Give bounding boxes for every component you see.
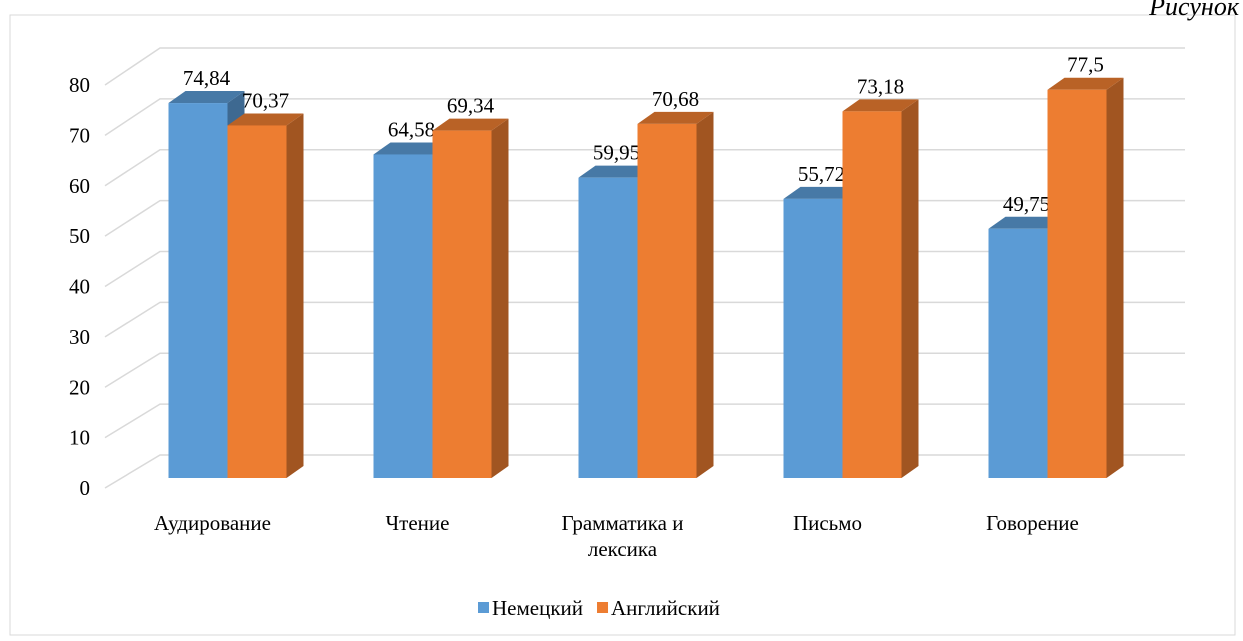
bar-side: [491, 118, 509, 478]
bar-top: [168, 91, 245, 104]
bar: [168, 103, 228, 478]
bar: [373, 154, 433, 478]
data-label: 69,34: [447, 94, 495, 118]
bar-top: [842, 99, 919, 112]
x-tick-label: Говорение: [986, 511, 1079, 535]
y-tick-label: 0: [80, 476, 91, 500]
bar: [783, 198, 843, 478]
grid-line: [104, 47, 1185, 86]
bar: [1047, 89, 1107, 478]
bar-side: [1106, 77, 1124, 478]
data-label: 73,18: [857, 74, 904, 98]
bar: [432, 130, 492, 478]
bar-top: [988, 216, 1065, 229]
data-label: 49,75: [1003, 192, 1050, 216]
bar: [227, 125, 287, 479]
annotation: Рисунок: [1149, 0, 1239, 21]
bar: [578, 177, 638, 478]
chart-border: [9, 14, 1236, 636]
y-tick-label: 30: [69, 325, 90, 349]
y-tick-label: 20: [69, 375, 90, 399]
legend-swatch: [597, 602, 609, 613]
bar-top: [227, 113, 304, 126]
legend-label: Немецкий: [492, 596, 583, 620]
bar: [842, 111, 902, 479]
y-tick-label: 60: [69, 174, 90, 198]
y-tick-label: 10: [69, 426, 90, 450]
y-tick-label: 40: [69, 275, 90, 299]
bar: [637, 123, 697, 479]
y-tick-label: 50: [69, 224, 90, 248]
x-tick-label: Чтение: [385, 511, 450, 535]
legend-swatch: [478, 602, 489, 613]
x-tick-label: Грамматика и лексика: [561, 511, 684, 561]
bar-side: [286, 113, 304, 479]
x-tick-label: Письмо: [792, 511, 863, 535]
bar-top: [637, 111, 714, 124]
bar-top: [1047, 77, 1124, 90]
data-label: 70,68: [652, 87, 699, 111]
data-label: 64,58: [388, 117, 435, 141]
bar-top: [432, 118, 509, 131]
bar-top: [373, 142, 450, 155]
grid-line: [104, 98, 1185, 136]
bar-side: [901, 99, 919, 479]
y-tick-label: 70: [69, 123, 90, 147]
data-label: 70,37: [242, 88, 289, 112]
bar-side: [696, 111, 714, 479]
x-tick-label: Аудирование: [154, 511, 271, 535]
bar-top: [783, 186, 860, 199]
data-label: 74,84: [183, 66, 231, 90]
data-label: 59,95: [593, 141, 640, 165]
y-tick-label: 80: [69, 73, 90, 97]
legend-label: Английский: [611, 596, 720, 620]
data-label: 77,5: [1067, 53, 1104, 77]
bar-top: [578, 165, 655, 178]
bar: [988, 228, 1048, 478]
data-label: 55,72: [798, 162, 845, 186]
